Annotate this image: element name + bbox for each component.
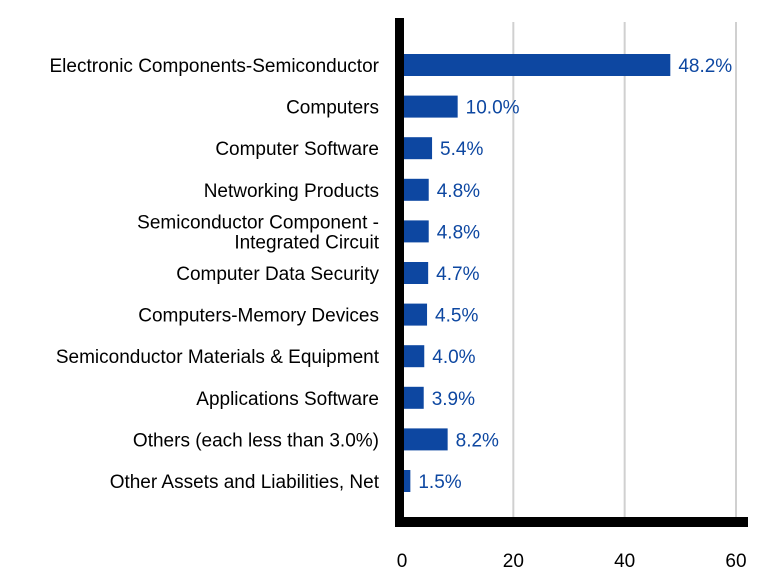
value-label-4: 4.8% (437, 222, 480, 243)
bar-0 (402, 54, 671, 76)
grid-lines (512, 22, 737, 522)
value-label-5: 4.7% (436, 264, 479, 285)
bar-3 (402, 178, 429, 201)
value-label-7: 4.0% (432, 347, 475, 368)
category-label-5: Computer Data Security (176, 264, 379, 285)
bar-2 (402, 137, 433, 160)
bar-8 (402, 386, 424, 409)
bar-1 (402, 95, 458, 118)
category-label-10: Other Assets and Liabilities, Net (110, 472, 380, 493)
category-label-8: Applications Software (196, 389, 379, 410)
bar-4 (402, 220, 429, 243)
category-label-4-line-1: Integrated Circuit (234, 232, 379, 253)
x-tick-label-60: 60 (725, 551, 746, 572)
value-label-3: 4.8% (437, 181, 480, 202)
value-label-8: 3.9% (432, 389, 475, 410)
x-tick-label-40: 40 (614, 551, 635, 572)
x-tick-label-0: 0 (397, 551, 408, 572)
category-label-1: Computers (286, 98, 379, 119)
x-axis-line (395, 517, 748, 527)
category-label-2: Computer Software (215, 139, 379, 160)
y-axis-line (395, 18, 404, 527)
x-tick-labels: 0 20 40 60 (397, 551, 747, 572)
category-label-4-line-0: Semiconductor Component - (137, 212, 379, 233)
x-tick-label-20: 20 (503, 551, 524, 572)
value-labels: 48.2% 10.0% 5.4% 4.8% 4.8% 4.7% 4.5% 4.0% 3.9% 8.… (418, 56, 732, 493)
value-label-1: 10.0% (466, 98, 520, 119)
category-label-7: Semiconductor Materials & Equipment (56, 347, 380, 368)
value-label-9: 8.2% (456, 430, 499, 451)
bar-5 (402, 262, 429, 284)
category-label-6: Computers-Memory Devices (138, 306, 379, 327)
bars (402, 54, 671, 492)
value-label-10: 1.5% (418, 472, 461, 493)
category-label-0: Electronic Components-Semiconductor (50, 56, 380, 77)
bar-10 (402, 470, 411, 492)
category-labels: Electronic Components-Semiconductor Compu… (50, 56, 380, 493)
bar-9 (402, 428, 448, 451)
value-label-6: 4.5% (435, 306, 478, 327)
category-label-9: Others (each less than 3.0%) (133, 430, 379, 451)
category-label-3: Networking Products (204, 181, 379, 202)
bar-7 (402, 345, 425, 368)
value-label-2: 5.4% (440, 139, 483, 160)
axes (395, 18, 748, 527)
value-label-0: 48.2% (678, 56, 732, 77)
bar-6 (402, 303, 428, 326)
